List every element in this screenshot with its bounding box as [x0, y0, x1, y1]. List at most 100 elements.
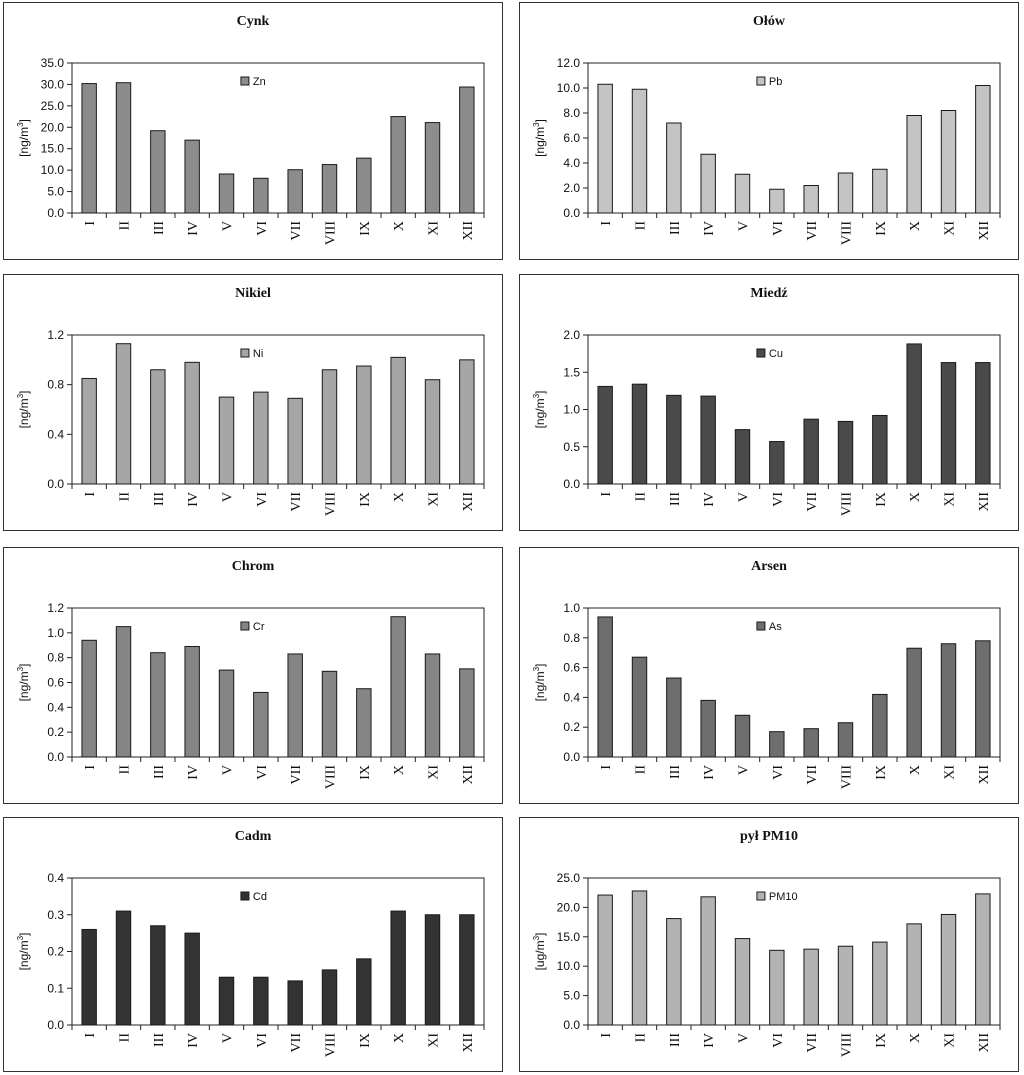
- x-tick-label: II: [634, 765, 649, 775]
- y-axis-label-main: [ng/m: [17, 398, 31, 428]
- y-tick-label: 0.2: [563, 720, 580, 734]
- x-tick-label: IX: [874, 765, 889, 780]
- bar-VIII: [321, 969, 338, 1026]
- y-axis-label-tail: ]: [533, 933, 547, 936]
- y-tick-label: 10.0: [557, 81, 581, 95]
- x-tick-label: XII: [461, 492, 476, 512]
- bar-XI: [940, 913, 957, 1026]
- x-tick-label: IV: [186, 1033, 201, 1048]
- y-tick-label: 0.4: [47, 871, 64, 885]
- bar-XI: [940, 110, 957, 214]
- bar-III: [150, 925, 166, 1026]
- x-tick-label: IV: [186, 492, 201, 507]
- x-tick-label: IV: [702, 221, 717, 236]
- bar-VI: [253, 177, 269, 214]
- y-tick-label: 0.6: [47, 676, 64, 690]
- chart-title: Chrom: [232, 559, 275, 574]
- bar-VII: [287, 169, 303, 214]
- x-tick-label: X: [908, 1033, 923, 1043]
- x-tick-label: III: [152, 221, 167, 235]
- bar-V: [734, 429, 751, 485]
- y-axis-label-sup: 3: [532, 935, 541, 940]
- y-tick-label: 2.0: [563, 328, 580, 342]
- y-tick-label: 0.1: [47, 981, 64, 995]
- x-tick-label: IV: [186, 765, 201, 780]
- bar-IX: [356, 958, 372, 1026]
- bar-III: [150, 652, 166, 758]
- y-tick-label: 30.0: [41, 77, 65, 91]
- x-tick-label: III: [152, 765, 167, 779]
- y-tick-label: 1.0: [563, 601, 580, 615]
- bar-VII: [287, 980, 303, 1026]
- bar-VIII: [321, 164, 338, 214]
- bar-II: [115, 910, 132, 1026]
- y-tick-label: 0.2: [47, 725, 64, 739]
- y-tick-label: 0.4: [47, 700, 64, 714]
- y-tick-label: 0.3: [47, 908, 64, 922]
- bar-V: [218, 976, 235, 1026]
- bar-XI: [424, 379, 441, 485]
- x-tick-label: V: [737, 765, 752, 775]
- x-tick-label: II: [118, 492, 133, 502]
- plot-area: [587, 607, 1001, 758]
- x-tick-label: II: [634, 221, 649, 231]
- x-tick-label: XI: [427, 765, 442, 780]
- x-tick-label: IX: [874, 1033, 889, 1048]
- bar-IV: [700, 153, 716, 214]
- x-tick-label: VII: [289, 765, 304, 785]
- x-tick-label: IV: [702, 1033, 717, 1048]
- legend-label: As: [769, 621, 782, 633]
- x-tick-label: IX: [358, 221, 373, 236]
- x-tick-label: X: [392, 1033, 407, 1043]
- y-tick-label: 10.0: [557, 959, 581, 973]
- y-axis-label: [ng/m3]: [532, 664, 547, 702]
- bar-II: [631, 383, 648, 485]
- x-tick-label: I: [83, 221, 98, 226]
- x-tick-label: II: [634, 1033, 649, 1043]
- y-axis-label-tail: ]: [17, 391, 31, 394]
- y-tick-label: 6.0: [563, 131, 580, 145]
- bar-II: [631, 656, 648, 758]
- bar-I: [81, 639, 97, 758]
- bar-X: [906, 343, 922, 485]
- x-tick-label: I: [599, 765, 614, 770]
- x-tick-label: VI: [771, 1033, 786, 1048]
- bar-VI: [769, 731, 785, 758]
- legend-label: Pb: [769, 76, 782, 88]
- bar-V: [734, 173, 751, 214]
- y-tick-label: 0.0: [563, 477, 580, 491]
- x-tick-label: XI: [943, 1033, 958, 1048]
- bar-VII: [803, 418, 819, 485]
- y-tick-label: 1.0: [47, 626, 64, 640]
- legend-label: Zn: [253, 76, 266, 88]
- x-tick-label: XI: [427, 1033, 442, 1048]
- bar-VIII: [321, 670, 338, 758]
- bar-XII: [975, 362, 991, 485]
- bar-X: [906, 647, 922, 758]
- x-tick-label: XII: [977, 221, 992, 241]
- chart-title: Nikiel: [235, 286, 271, 301]
- x-tick-label: X: [392, 492, 407, 502]
- x-tick-label: VII: [805, 765, 820, 785]
- x-tick-label: V: [737, 492, 752, 502]
- legend-label: Cu: [769, 348, 783, 360]
- chart-panel-ni: Nikiel 0.0 0.4 0.8 1.2 [ng/m3] I II III IV V VI VII V…: [3, 274, 503, 531]
- bar-X: [390, 910, 406, 1026]
- x-tick-label: VII: [805, 221, 820, 241]
- bar-XII: [459, 914, 475, 1026]
- x-tick-label: V: [221, 1033, 236, 1043]
- bar-VI: [769, 188, 785, 214]
- y-axis-label-sup: 3: [16, 666, 25, 671]
- x-tick-label: V: [221, 492, 236, 502]
- y-tick-label: 0.0: [47, 477, 64, 491]
- plot-area: [587, 62, 1001, 214]
- chart-panel-cu: Miedź 0.0 0.5 1.0 1.5 2.0 [ng/m3] I II III IV V VI VI…: [519, 274, 1019, 531]
- bar-III: [150, 369, 166, 485]
- x-tick-label: X: [908, 221, 923, 231]
- legend-swatch: [756, 348, 766, 358]
- x-tick-label: VIII: [840, 765, 855, 789]
- y-axis-label-main: [ng/m: [17, 671, 31, 701]
